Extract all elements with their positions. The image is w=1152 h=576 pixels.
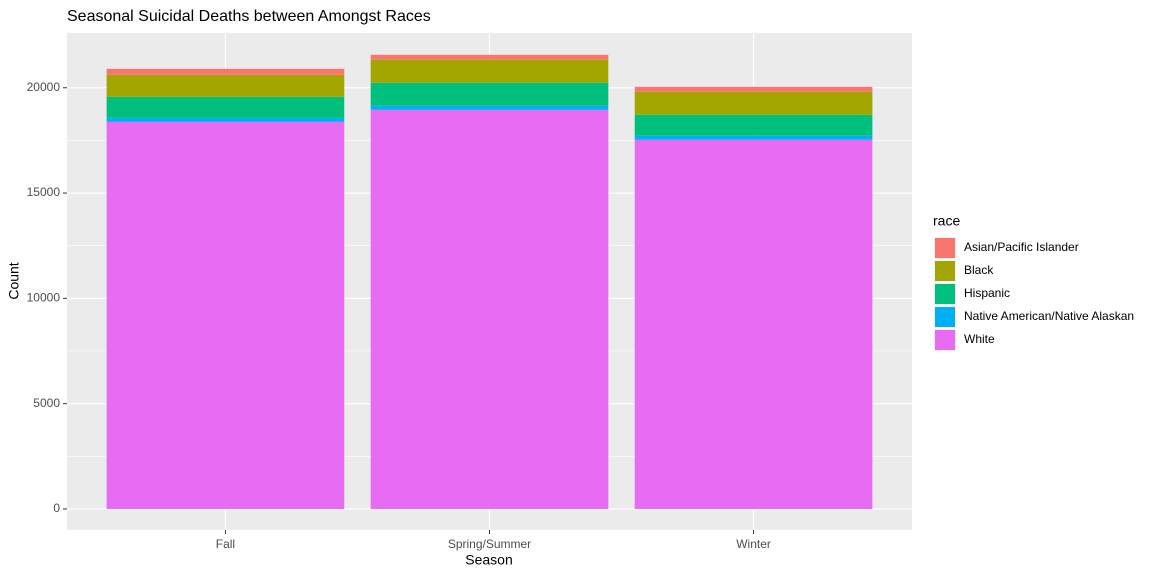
legend-swatch: [935, 307, 955, 327]
legend-label: Black: [964, 263, 994, 277]
bar-segment: [106, 96, 345, 118]
legend-label: Hispanic: [964, 286, 1010, 300]
legend-swatch: [935, 261, 955, 281]
bar-segment: [634, 139, 873, 509]
y-tick-label: 20000: [27, 80, 61, 94]
x-axis-title: Season: [465, 552, 512, 568]
legend-swatch: [935, 284, 955, 304]
bar-segment: [634, 91, 873, 115]
bar-segment: [634, 135, 873, 140]
bar-segment: [370, 105, 609, 110]
bar-segment: [106, 74, 345, 97]
legend-title: race: [933, 213, 960, 229]
x-tick-label: Spring/Summer: [448, 537, 531, 551]
bar-segment: [106, 117, 345, 122]
y-tick-label: 5000: [33, 396, 60, 410]
x-tick-label: Winter: [736, 537, 771, 551]
chart-title: Seasonal Suicidal Deaths between Amongst…: [67, 8, 431, 25]
bar-segment: [634, 86, 873, 92]
bar-segment: [370, 54, 609, 60]
y-tick-label: 15000: [27, 185, 61, 199]
legend-swatch: [935, 238, 955, 258]
bar-segment: [370, 82, 609, 106]
legend-label: Native American/Native Alaskan: [964, 309, 1134, 323]
y-axis-title: Count: [6, 262, 22, 299]
legend-swatch: [935, 330, 955, 350]
bar-segment: [370, 59, 609, 83]
bar-segment: [370, 109, 609, 509]
bar-segment: [106, 68, 345, 75]
legend-label: Asian/Pacific Islander: [964, 240, 1079, 254]
bar-segment: [634, 114, 873, 136]
bar-segment: [106, 121, 345, 509]
y-tick-label: 0: [53, 501, 60, 515]
legend-label: White: [964, 332, 995, 346]
y-tick-label: 10000: [27, 291, 61, 305]
x-tick-label: Fall: [216, 537, 235, 551]
